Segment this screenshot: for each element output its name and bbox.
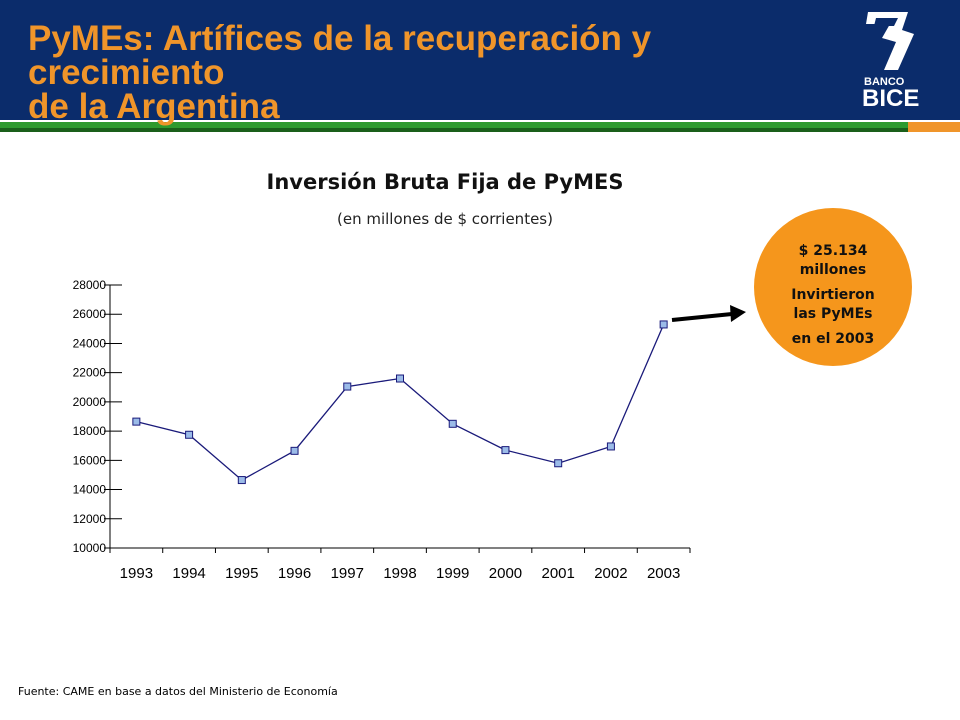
data-point-marker (659, 320, 668, 329)
series-layer (132, 320, 668, 485)
x-tick-label: 1996 (278, 565, 311, 582)
y-tick-label: 14000 (73, 483, 107, 497)
y-axis-ticks: 10000 12000 14000 16000 18000 20000 22000 24000… (73, 278, 122, 555)
logo-text-banco: BANCO (864, 76, 905, 88)
header-bar (0, 0, 960, 120)
y-tick-label: 22000 (73, 366, 107, 380)
callout-unit: millones (799, 262, 867, 278)
page-title-line-2: de la Argentina (28, 87, 280, 126)
bice-logo-mark-icon (866, 12, 914, 70)
data-point-marker (396, 374, 404, 383)
chart-subtitle: (en millones de $ corrientes) (337, 210, 553, 228)
data-point-marker (185, 430, 194, 439)
page-title: PyMEs: Artífices de la recuperación y cr… (28, 19, 848, 126)
data-point-marker (237, 476, 246, 485)
callout-arrow (671, 305, 746, 322)
y-tick-label: 12000 (73, 512, 107, 526)
callout-line-pymes: las PyMEs (793, 306, 873, 322)
callout-circle (754, 208, 912, 366)
callout-arrow-head (730, 305, 746, 322)
y-tick-label: 28000 (73, 278, 107, 292)
x-tick-label: 1995 (225, 565, 258, 582)
data-point-marker (501, 446, 510, 455)
y-tick-label: 10000 (73, 541, 107, 555)
callout-line-invested: Invirtieron (791, 287, 875, 303)
chart-title: Inversión Bruta Fija de PyMES (266, 170, 624, 194)
callout-text: $ 25.134 millones Invirtieron las PyMEs … (754, 242, 912, 349)
data-point-marker (290, 446, 299, 455)
page-title-line-1: PyMEs: Artífices de la recuperación y cr… (28, 19, 652, 92)
header-green-stripe (0, 122, 910, 128)
callout-arrow-line (671, 312, 733, 322)
data-point-marker (606, 442, 615, 451)
x-tick-label: 1999 (436, 565, 469, 582)
callout-amount: $ 25.134 (798, 243, 868, 259)
y-tick-label: 18000 (73, 424, 107, 438)
y-tick-label: 20000 (73, 395, 107, 409)
data-point-marker (448, 419, 457, 428)
y-tick-label: 26000 (73, 307, 107, 321)
banco-bice-logo: BANCO BICE (862, 8, 922, 112)
x-tick-label: 1994 (172, 565, 205, 582)
x-tick-label: 1993 (120, 565, 153, 582)
x-tick-label: 1997 (331, 565, 364, 582)
logo-text-bice: BICE (862, 85, 920, 112)
header-orange-accent (908, 122, 960, 132)
x-tick-label: 2003 (647, 565, 680, 582)
chart-axes (109, 285, 690, 549)
callout-line-year: en el 2003 (791, 331, 875, 347)
x-axis-ticks: 1993 1994 1995 1996 1997 1998 1999 2000 2001 2002… (109, 548, 691, 582)
header-green-stripe-dark (0, 128, 910, 132)
x-tick-label: 2002 (594, 565, 627, 582)
series-line (136, 324, 665, 481)
data-point-marker (343, 382, 352, 391)
x-tick-label: 1998 (383, 565, 416, 582)
source-note: Fuente: CAME en base a datos del Ministe… (18, 685, 338, 698)
x-tick-label: 2001 (541, 565, 574, 582)
data-point-marker (132, 417, 141, 426)
x-tick-label: 2000 (489, 565, 522, 582)
y-tick-label: 24000 (73, 336, 107, 350)
y-tick-label: 16000 (73, 453, 107, 467)
data-point-marker (554, 459, 563, 468)
